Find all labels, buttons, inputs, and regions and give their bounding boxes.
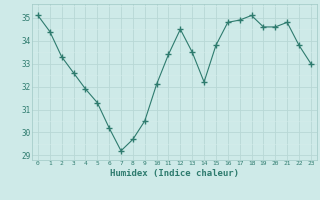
X-axis label: Humidex (Indice chaleur): Humidex (Indice chaleur) [110,169,239,178]
